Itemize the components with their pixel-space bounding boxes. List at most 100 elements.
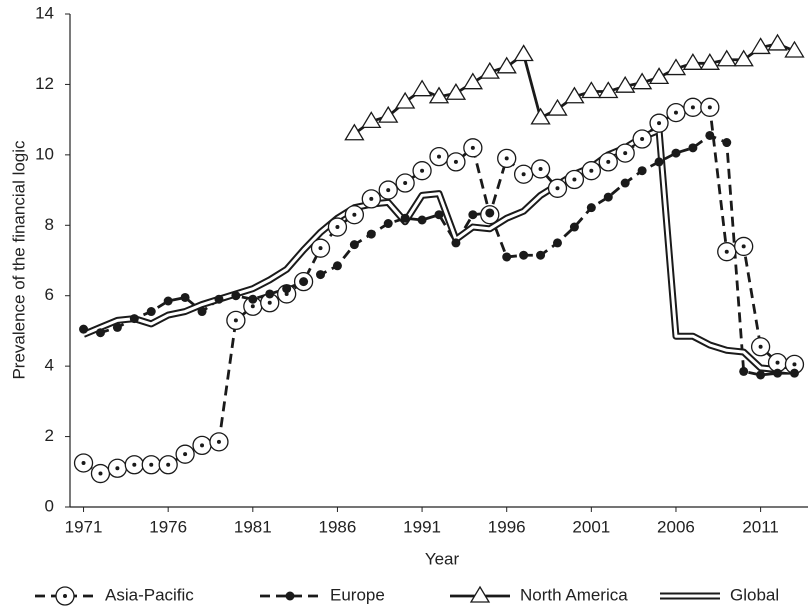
marker: [654, 157, 664, 167]
marker: [344, 205, 365, 225]
marker-center: [200, 443, 205, 448]
marker: [717, 242, 737, 262]
x-tick-label: 1986: [319, 517, 357, 536]
marker: [395, 173, 415, 193]
y-tick-label: 2: [45, 426, 54, 445]
marker-center: [335, 225, 340, 230]
marker: [637, 166, 647, 176]
marker-center: [792, 362, 797, 367]
marker: [327, 217, 348, 237]
marker: [547, 178, 568, 198]
marker-center: [420, 168, 425, 173]
marker: [349, 240, 359, 250]
marker: [688, 143, 698, 153]
y-tick-label: 6: [45, 285, 54, 304]
marker: [107, 458, 128, 478]
y-tick-label: 4: [45, 356, 54, 375]
marker: [750, 337, 771, 357]
marker: [141, 455, 161, 475]
marker-center: [521, 172, 526, 177]
marker: [260, 293, 280, 313]
marker: [479, 61, 500, 79]
marker: [209, 432, 229, 452]
marker-center: [267, 300, 272, 305]
marker: [734, 236, 754, 257]
marker-center: [724, 249, 729, 254]
marker: [434, 210, 444, 220]
marker: [733, 49, 754, 67]
marker: [569, 222, 579, 232]
marker-center: [572, 177, 577, 182]
marker-center: [81, 460, 86, 465]
marker-center: [623, 151, 628, 156]
marker: [767, 33, 788, 51]
marker: [513, 164, 534, 184]
marker-center: [453, 159, 458, 164]
marker: [446, 152, 466, 172]
marker: [666, 102, 686, 123]
x-tick-label: 1976: [149, 517, 187, 536]
marker-center: [318, 246, 323, 251]
marker: [316, 270, 326, 280]
marker: [513, 44, 534, 62]
marker-center: [673, 110, 678, 115]
marker: [248, 294, 258, 304]
marker: [361, 189, 381, 209]
marker-center: [707, 105, 712, 110]
marker: [682, 53, 704, 70]
marker: [536, 250, 546, 260]
marker-center: [437, 154, 441, 159]
marker: [598, 81, 619, 99]
marker: [394, 91, 416, 109]
marker-center: [690, 105, 695, 110]
marker: [378, 105, 399, 123]
x-tick-label: 2001: [572, 517, 610, 536]
marker: [784, 40, 805, 58]
marker: [756, 370, 766, 380]
y-tick-label: 0: [45, 496, 54, 515]
marker-center: [775, 360, 780, 365]
marker-center: [386, 188, 391, 193]
marker: [124, 455, 144, 475]
marker: [519, 250, 529, 260]
marker-center: [470, 145, 475, 150]
marker-center: [115, 466, 120, 471]
marker: [789, 368, 799, 378]
marker-center: [657, 121, 662, 126]
marker: [496, 56, 517, 74]
marker: [310, 238, 331, 258]
marker: [226, 310, 246, 331]
marker: [615, 143, 635, 163]
marker: [700, 97, 720, 117]
marker: [400, 213, 410, 223]
marker: [603, 192, 613, 202]
marker: [722, 138, 732, 148]
marker: [366, 229, 376, 239]
marker: [175, 444, 195, 464]
marker: [282, 284, 292, 294]
marker: [739, 366, 749, 376]
marker: [378, 180, 398, 200]
marker-center: [352, 212, 357, 217]
marker: [620, 178, 630, 188]
marker: [417, 215, 427, 225]
marker: [285, 591, 295, 601]
marker: [463, 138, 483, 158]
marker: [671, 148, 681, 158]
marker: [146, 307, 156, 317]
marker: [469, 585, 491, 603]
y-tick-label: 14: [35, 3, 54, 22]
marker: [411, 79, 433, 97]
marker: [429, 146, 449, 167]
marker-center: [149, 462, 154, 467]
marker: [344, 123, 365, 141]
marker-center: [183, 452, 188, 457]
marker: [361, 111, 382, 129]
marker: [383, 219, 393, 229]
marker: [530, 107, 551, 125]
marker-center: [98, 471, 103, 476]
marker: [332, 261, 342, 271]
marker: [197, 307, 207, 317]
marker: [428, 86, 450, 104]
